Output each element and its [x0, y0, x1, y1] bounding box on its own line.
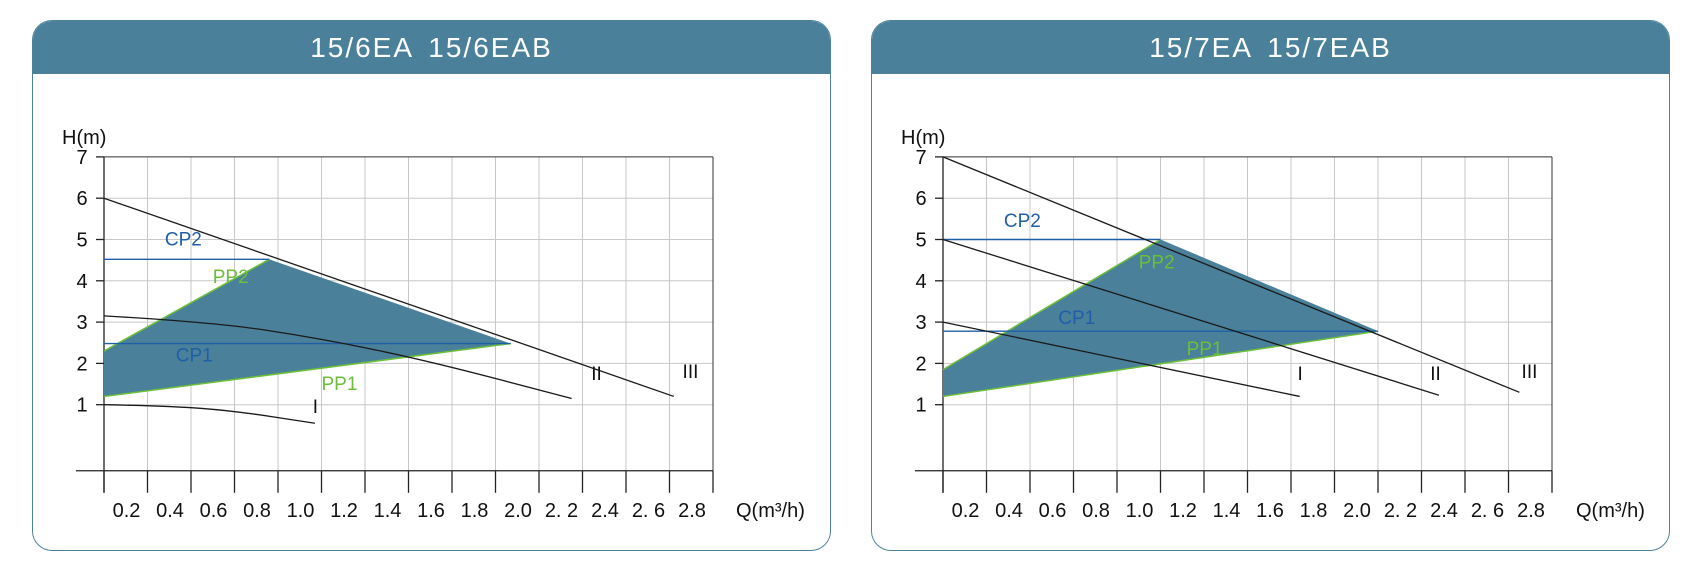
x-tick-label: 0.4 [995, 500, 1023, 522]
x-tick-label: 2. 6 [1471, 500, 1504, 522]
x-tick-label: 1.8 [1300, 500, 1328, 522]
pp-label-pp1: PP1 [1187, 339, 1223, 360]
x-tick-label: 2. 6 [632, 500, 665, 522]
chart-panel-right: 15/7EA 15/7EAB [871, 20, 1670, 551]
cp-label-cp2: CP2 [165, 230, 202, 251]
x-tick-label: 1.4 [1213, 500, 1241, 522]
speed-curve-label-iii: III [683, 362, 699, 383]
x-tick-label: 2.8 [1517, 500, 1545, 522]
x-tick-label: 0.8 [1082, 500, 1110, 522]
cp-label-cp1: CP1 [1058, 308, 1095, 329]
y-tick-label: 6 [76, 188, 87, 210]
x-tick-label: 1.0 [1126, 500, 1154, 522]
panel-title: 15/6EA 15/6EAB [33, 21, 830, 74]
speed-curve-label-iii: III [1522, 362, 1538, 383]
y-axis-title: H(m) [901, 127, 945, 149]
pp-line-pp1 [942, 330, 1379, 398]
speed-curve-iii [942, 156, 1520, 393]
x-tick-label: 2.0 [1343, 500, 1371, 522]
speed-curve-ii [942, 238, 1440, 396]
x-tick-label: 0.2 [113, 500, 141, 522]
panel-title: 15/7EA 15/7EAB [872, 21, 1669, 74]
x-tick-label: 1.2 [1169, 500, 1197, 522]
y-tick-label: 2 [76, 353, 87, 375]
x-tick-label: 0.6 [200, 500, 228, 522]
x-tick-label: 1.6 [1256, 500, 1284, 522]
x-tick-label: 2.0 [504, 500, 532, 522]
x-axis-title: Q(m³/h) [736, 500, 805, 522]
x-tick-label: 1.4 [374, 500, 402, 522]
y-tick-label: 4 [76, 271, 87, 293]
operating-region [104, 259, 511, 397]
y-tick-label: 7 [915, 147, 926, 169]
x-tick-label: 0.2 [952, 500, 980, 522]
x-tick-label: 2. 2 [545, 500, 578, 522]
y-tick-label: 7 [76, 147, 87, 169]
speed-curve-label-ii: II [1430, 364, 1441, 385]
pp-label-pp1: PP1 [322, 374, 358, 395]
x-tick-label: 2.4 [591, 500, 619, 522]
speed-curve-label-i: I [313, 397, 318, 418]
chart-panel-left: 15/6EA 15/6EAB [32, 20, 831, 551]
x-tick-label: 2. 2 [1384, 500, 1417, 522]
speed-curve-label-i: I [1298, 364, 1303, 385]
y-tick-label: 3 [76, 312, 87, 334]
y-tick-label: 4 [915, 271, 926, 293]
y-tick-label: 6 [915, 188, 926, 210]
cp-label-cp2: CP2 [1004, 211, 1041, 232]
y-tick-label: 2 [915, 353, 926, 375]
y-tick-label: 1 [76, 395, 87, 417]
cp-label-cp1: CP1 [176, 345, 213, 366]
x-tick-label: 1.6 [417, 500, 445, 522]
x-tick-label: 1.8 [461, 500, 489, 522]
y-tick-label: 3 [915, 312, 926, 334]
x-axis-title: Q(m³/h) [1576, 500, 1645, 522]
x-tick-label: 2.8 [678, 500, 706, 522]
y-tick-label: 5 [76, 230, 87, 252]
pp-line-pp2 [103, 258, 270, 352]
pp-label-pp2: PP2 [213, 267, 249, 288]
x-tick-label: 0.4 [156, 500, 184, 522]
y-axis-title: H(m) [62, 127, 106, 149]
operating-region [943, 239, 1378, 397]
x-tick-label: 1.2 [330, 500, 358, 522]
x-tick-label: 0.8 [243, 500, 271, 522]
pp-label-pp2: PP2 [1139, 252, 1175, 273]
y-tick-label: 5 [915, 230, 926, 252]
x-tick-label: 2.4 [1430, 500, 1458, 522]
speed-curve-label-ii: II [591, 364, 602, 385]
pp-line-pp2 [942, 238, 1161, 371]
speed-curve-iii [103, 197, 675, 398]
speed-curve-ii [103, 315, 572, 400]
speed-curve-i [942, 321, 1300, 398]
x-tick-label: 1.0 [287, 500, 315, 522]
speed-curve-i [103, 404, 316, 424]
pp-line-pp1 [103, 342, 511, 398]
y-tick-label: 1 [915, 395, 926, 417]
x-tick-label: 0.6 [1039, 500, 1067, 522]
